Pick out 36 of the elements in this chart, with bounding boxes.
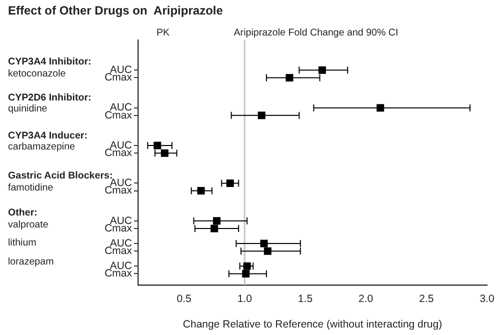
point xyxy=(260,240,268,248)
point xyxy=(197,187,205,195)
point xyxy=(376,104,384,112)
point xyxy=(213,217,221,225)
chart-title: Effect of Other Drugs on Aripiprazole xyxy=(8,4,224,18)
point xyxy=(226,179,234,187)
point xyxy=(318,66,326,74)
text: Gastric Acid Blockers: xyxy=(8,170,113,182)
point xyxy=(154,142,162,150)
text: CYP2D6 Inhibitor: xyxy=(8,92,92,104)
x-tick-label: 0.5 xyxy=(176,293,192,306)
x-tick-label: 2.0 xyxy=(358,293,374,306)
text: ketoconazole xyxy=(8,68,66,80)
point xyxy=(286,74,294,82)
point xyxy=(160,149,168,157)
text: CYP3A4 Inducer: xyxy=(8,130,88,142)
text: famotidine xyxy=(8,182,54,194)
text: lorazepam xyxy=(8,256,54,268)
x-tick-label: 1.0 xyxy=(237,293,252,306)
x-axis-title: Change Relative to Reference (without interacting drug) xyxy=(182,318,442,331)
text: CYP3A4 Inhibitor: xyxy=(8,56,92,68)
text: PK xyxy=(156,28,170,39)
point xyxy=(243,262,251,270)
x-tick-label: 2.5 xyxy=(419,293,434,306)
text: valproate xyxy=(8,220,49,231)
point xyxy=(264,247,272,255)
x-tick-label: 1.5 xyxy=(298,293,313,306)
text: Aripiprazole Fold Change and 90% CI xyxy=(234,28,398,39)
point xyxy=(210,224,218,232)
text: carbamazepine xyxy=(8,142,76,153)
text: lithium xyxy=(8,238,36,249)
point xyxy=(242,270,250,278)
x-tick-label: 3.0 xyxy=(480,293,494,306)
text: Other: xyxy=(8,208,38,219)
text: quinidine xyxy=(8,104,48,115)
point xyxy=(258,112,266,120)
